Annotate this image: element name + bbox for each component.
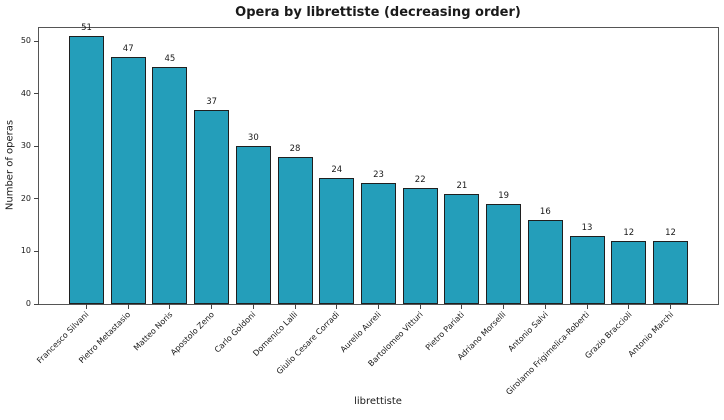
x-axis-tick	[503, 304, 505, 309]
x-axis-tick	[169, 304, 171, 309]
bar	[361, 183, 396, 304]
y-axis-tick	[34, 198, 39, 200]
x-axis-tick	[252, 304, 254, 309]
x-tick-label: Pietro Pariati	[424, 310, 467, 353]
x-axis-tick	[336, 304, 338, 309]
chart-title: Opera by librettiste (decreasing order)	[235, 5, 521, 20]
y-tick-label: 10	[20, 246, 31, 256]
bar	[69, 35, 104, 304]
bar-value-label: 21	[456, 180, 468, 191]
y-tick-label: 40	[20, 88, 31, 98]
y-tick-label: 20	[20, 193, 31, 203]
plot-area: 0 10 20 30 40 50 51 Francesco Silvani 47 Pietro M…	[21, 23, 719, 397]
bar	[319, 177, 355, 304]
x-axis-tick	[211, 304, 213, 309]
y-axis-tick	[34, 250, 39, 252]
x-tick-label: Girolamo Frigimelica-Roberti	[504, 310, 592, 397]
bar	[653, 240, 688, 304]
bar	[194, 109, 230, 304]
bar	[235, 146, 271, 304]
x-axis-tick	[461, 304, 463, 309]
x-tick-label: Grazio Braccioli	[582, 310, 634, 361]
x-axis-tick	[294, 304, 296, 309]
x-tick-label: Antonio Marchi	[626, 310, 675, 359]
bar	[444, 193, 480, 304]
x-axis-tick	[586, 304, 588, 309]
x-axis-tick	[670, 304, 671, 309]
bar	[152, 67, 188, 304]
x-axis-tick	[86, 304, 87, 309]
y-axis-tick	[34, 303, 39, 305]
x-tick-label: Carlo Goldoni	[213, 310, 258, 355]
bar-value-label: 16	[539, 206, 551, 217]
y-tick-label: 30	[20, 141, 31, 151]
y-tick-label: 50	[20, 36, 31, 46]
x-axis-tick	[628, 304, 630, 309]
bar	[110, 56, 146, 304]
bar-value-label: 37	[206, 96, 218, 107]
bar	[527, 219, 563, 304]
x-axis-tick	[419, 304, 421, 309]
bar-value-label: 13	[581, 222, 593, 233]
y-axis-tick	[34, 145, 39, 147]
x-axis-tick	[127, 304, 129, 309]
bar-value-label: 23	[373, 170, 384, 181]
bar	[569, 235, 605, 304]
bar-value-label: 24	[331, 164, 343, 175]
x-tick-label: Matteo Noris	[131, 310, 175, 353]
x-axis-tick	[378, 304, 379, 309]
bar	[277, 156, 313, 304]
y-tick-label: 0	[25, 299, 31, 308]
x-axis-tick	[544, 304, 546, 309]
bar-value-label: 22	[414, 175, 426, 186]
bar-value-label: 19	[498, 191, 510, 202]
y-axis-tick	[34, 40, 39, 42]
y-axis-tick	[34, 93, 39, 95]
x-tick-label: Apostolo Zeno	[168, 310, 217, 358]
bar-value-label: 30	[247, 133, 259, 144]
bar-value-label: 12	[665, 227, 676, 238]
y-axis-label: Number of operas	[4, 119, 16, 211]
bar-value-label: 47	[122, 43, 134, 54]
x-tick-label: Antonio Salvi	[506, 310, 550, 354]
bar-value-label: 51	[81, 22, 92, 33]
bar	[611, 240, 647, 304]
x-axis-label: librettiste	[354, 396, 402, 407]
bar	[486, 204, 522, 304]
bar-value-label: 45	[164, 54, 176, 65]
x-tick-label: Aurelio Aureli	[338, 310, 383, 355]
bar-value-label: 28	[289, 143, 301, 154]
bar	[402, 188, 438, 304]
bar-value-label: 12	[623, 227, 635, 238]
